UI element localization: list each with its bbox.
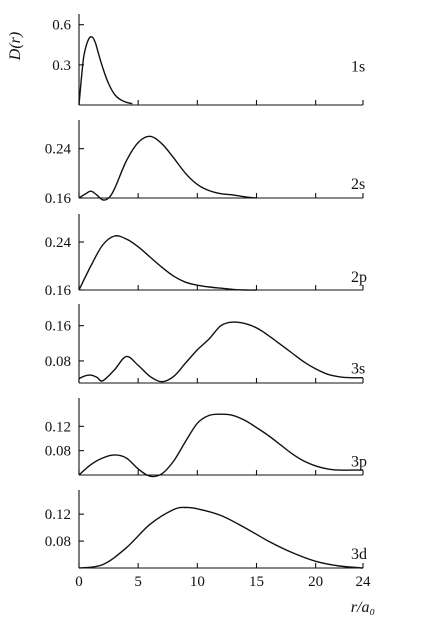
series-label: 1s <box>351 59 365 76</box>
series-label: 2p <box>351 269 367 286</box>
series-label: 2s <box>351 176 365 193</box>
y-tick-label: 0.16 <box>45 191 72 207</box>
x-tick-label: 10 <box>190 574 205 590</box>
series-line-2s <box>78 135 257 201</box>
panel-2s: 0.24 0.16 2s <box>45 120 365 207</box>
x-tick-label: 0 <box>75 574 83 590</box>
series-line-3p <box>78 413 363 478</box>
y-tick-label: 0.16 <box>45 319 72 335</box>
y-tick-label: 0.08 <box>45 534 71 550</box>
y-tick-label: 0.16 <box>45 283 72 299</box>
series-label: 3s <box>351 361 365 378</box>
x-tick-label: 24 <box>356 574 372 590</box>
panel-3d: 0.12 0.08 3d <box>45 490 367 569</box>
y-tick-label: 0.12 <box>45 419 71 435</box>
panel-3p: 0.12 0.08 3p <box>45 398 367 478</box>
series-line-3s <box>78 321 364 383</box>
panel-3s: 0.16 0.08 3s <box>45 304 365 384</box>
x-tick-label: 5 <box>134 574 142 590</box>
x-tick-label: 20 <box>308 574 323 590</box>
y-tick-label: 0.24 <box>45 235 72 251</box>
y-tick-label: 0.08 <box>45 444 71 460</box>
y-tick-label: 0.12 <box>45 507 71 523</box>
y-tick-label: 0.3 <box>52 58 71 74</box>
x-axis: 0 5 10 15 20 24 <box>75 574 371 590</box>
y-tick-label: 0.24 <box>45 142 72 158</box>
panel-1s: 0.6 0.3 1s <box>52 14 365 106</box>
series-label: 3p <box>351 454 367 471</box>
y-axis-title: D(r) <box>7 32 24 61</box>
y-tick-label: 0.6 <box>52 18 71 34</box>
series-line-1s <box>78 35 133 106</box>
series-line-3d <box>78 506 364 569</box>
series-line-2p <box>78 235 257 291</box>
series-label: 3d <box>351 546 367 563</box>
panel-2p: 0.24 0.16 2p <box>45 214 367 299</box>
y-tick-label: 0.08 <box>45 354 71 370</box>
x-axis-title: r/a₀ <box>351 599 375 616</box>
x-tick-label: 15 <box>249 574 264 590</box>
